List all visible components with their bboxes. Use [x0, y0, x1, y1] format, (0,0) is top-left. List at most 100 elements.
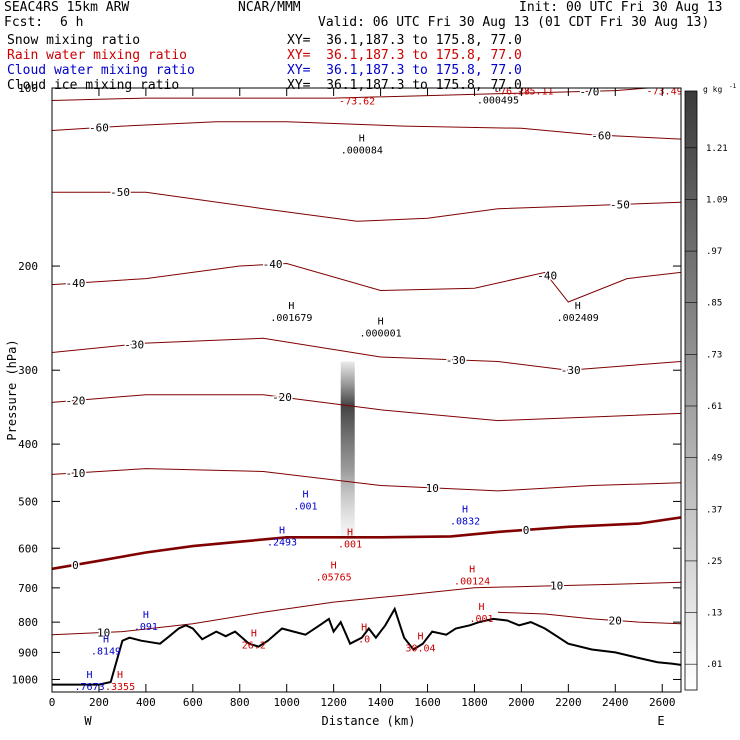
isotherm--70: [52, 88, 655, 101]
maximum-marker: H: [462, 504, 468, 515]
maximum-value: .000495: [477, 96, 519, 107]
maximum-marker: H: [478, 602, 484, 613]
maximum-marker: H: [251, 629, 257, 640]
colorbar-label: .13: [706, 609, 722, 619]
legend-rain-xy: XY= 36.1,187.3 to 175.8, 77.0: [287, 48, 522, 63]
isotherm-0: [52, 516, 681, 571]
east-end-label: E: [657, 714, 664, 728]
y-tick-label: 900: [18, 646, 38, 659]
isotherm-label: -40: [66, 277, 86, 290]
isotherm-label: 20: [609, 615, 622, 628]
legend-cloud-ice-name: Cloud ice mixing ratio: [7, 78, 180, 93]
maximum-value: .001: [293, 501, 317, 512]
isotherm-label: -70: [580, 85, 600, 98]
maximum-marker: H: [279, 525, 285, 536]
organization-label: NCAR/MMM: [238, 0, 301, 15]
maximum-value: 30.04: [405, 644, 435, 655]
model-title: SEAC4RS 15km ARW: [4, 0, 130, 15]
maximum-marker: H: [469, 565, 475, 576]
x-tick-label: 1000: [273, 696, 300, 709]
maximum-value: .000001: [360, 328, 402, 339]
isotherm-label: -50: [110, 186, 130, 199]
isotherm-label: 0: [72, 559, 79, 572]
isotherm-10: [52, 581, 681, 636]
extreme-value: -76.28: [494, 87, 530, 98]
isotherm--10: [52, 468, 681, 492]
x-tick-label: 200: [89, 696, 109, 709]
x-axis-label: Distance (km): [322, 714, 416, 728]
legend-snow-xy: XY= 36.1,187.3 to 175.8, 77.0: [287, 33, 522, 48]
isotherm-label: -30: [561, 364, 581, 377]
cloud-ice-plume: [340, 361, 355, 540]
legend-cloud-water-name: Cloud water mixing ratio: [7, 63, 195, 78]
maximum-value: .8149: [91, 647, 121, 658]
x-tick-label: 2000: [508, 696, 535, 709]
maximum-value: .2493: [267, 537, 297, 548]
isotherm-label: -10: [66, 467, 86, 480]
isotherm--20: [52, 394, 681, 422]
maximum-marker: H: [359, 133, 365, 144]
y-tick-label: 1000: [12, 673, 39, 686]
isotherm-label: -30: [446, 354, 466, 367]
isotherm--40: [52, 262, 681, 303]
extreme-value: -73.49: [647, 87, 683, 98]
legend-cloud-ice-xy: XY= 36.1,187.3 to 175.8, 77.0: [287, 78, 522, 93]
isotherm-label: 10: [550, 580, 563, 593]
plot-area: -70 -60 -60 -50 -50 -40 -40 -40 -30 -30 -30 -20 -20 -…: [52, 85, 683, 693]
init-time: Init: 00 UTC Fri 30 Aug 13: [519, 0, 723, 15]
maximum-value: .002409: [557, 313, 599, 324]
x-tick-label: 2400: [602, 696, 629, 709]
isotherm-label: -60: [89, 122, 109, 135]
legend-rain-name: Rain water mixing ratio: [7, 48, 188, 63]
colorbar-label: .97: [706, 247, 722, 257]
isotherm-label: 0: [523, 524, 530, 537]
x-tick-label: 2200: [555, 696, 582, 709]
y-tick-label: 100: [18, 82, 38, 95]
maximum-marker: H: [575, 301, 581, 312]
legend-snow-name: Snow mixing ratio: [7, 33, 141, 48]
colorbar-label: .61: [706, 402, 722, 412]
colorbar-label: .01: [706, 660, 722, 670]
colorbar-scale: [684, 90, 698, 691]
maximum-value: .091: [134, 622, 158, 633]
maximum-marker: H: [87, 670, 93, 681]
maximum-marker: H: [417, 632, 423, 643]
y-tick-label: 300: [18, 364, 38, 377]
y-axis-label: Pressure (hPa): [5, 339, 19, 440]
x-tick-label: 0: [49, 696, 56, 709]
isotherm-label: -40: [263, 258, 283, 271]
maximum-value: .3355: [105, 682, 135, 693]
maximum-value: .001: [469, 614, 493, 625]
maximum-marker: H: [331, 561, 337, 572]
maximum-value: .00124: [454, 577, 490, 588]
x-tick-label: 600: [183, 696, 203, 709]
maximum-value: .000084: [341, 145, 383, 156]
forecast-value: 6 h: [60, 15, 84, 30]
maximum-marker: H: [347, 528, 353, 539]
colorbar-label: .85: [706, 299, 722, 309]
x-tick-label: 800: [230, 696, 250, 709]
maximum-value: .001: [338, 540, 362, 551]
isotherm-label: 10: [97, 626, 110, 639]
isotherm--50: [52, 191, 681, 222]
isotherm-label: -20: [272, 391, 292, 404]
isotherm-label: -20: [66, 394, 86, 407]
y-tick-label: 700: [18, 582, 38, 595]
legend-cloud-water-xy: XY= 36.1,187.3 to 175.8, 77.0: [287, 63, 522, 78]
colorbar-label: 1.21: [706, 144, 728, 154]
isotherm--60: [52, 121, 681, 140]
isotherm-20: [497, 611, 681, 625]
x-tick-label: 1400: [367, 696, 394, 709]
maximum-value: .001679: [270, 313, 312, 324]
maximum-marker: H: [103, 635, 109, 646]
x-tick-label: 1800: [461, 696, 488, 709]
y-tick-label: 600: [18, 542, 38, 555]
x-tick-label: 1600: [414, 696, 441, 709]
terrain-line: [52, 606, 681, 686]
y-tick-label: 400: [18, 438, 38, 451]
maximum-value: .05765: [316, 573, 352, 584]
colorbar-unit-exponent: -1: [729, 83, 737, 90]
maximum-marker: H: [117, 670, 123, 681]
